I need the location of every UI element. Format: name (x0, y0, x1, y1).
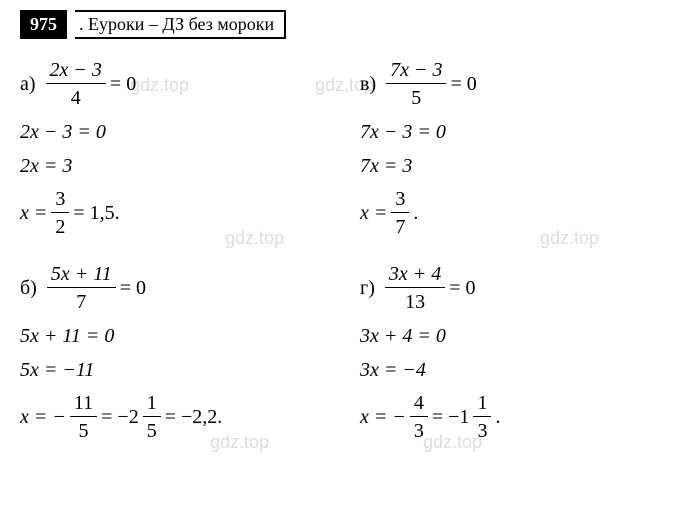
result-mid: = −1 (432, 406, 470, 429)
column-left: а) 2x − 3 4 = 0 2x − 3 = 0 2x = 3 x = 3 … (20, 57, 360, 465)
problem-b-eq1: б) 5x + 11 7 = 0 (20, 261, 360, 316)
numerator: 1 (143, 390, 161, 417)
column-right: в) 7x − 3 5 = 0 7x − 3 = 0 7x = 3 x = 3 … (360, 57, 660, 465)
fraction: 2x − 3 4 (46, 57, 106, 112)
result-suffix: = 1,5. (73, 202, 119, 225)
result-prefix: x = (20, 202, 47, 225)
problem-a-step: 2x − 3 = 0 (20, 118, 360, 146)
problem-g-step: 3x + 4 = 0 (360, 322, 660, 350)
fraction: 3 7 (391, 186, 409, 241)
numerator: 2x − 3 (46, 57, 106, 84)
denominator: 2 (51, 213, 69, 241)
problem-b-step: 5x = −11 (20, 356, 360, 384)
problem-g-result: x = − 4 3 = −1 1 3 . (360, 390, 660, 445)
result-suffix: . (495, 406, 500, 429)
equation-rhs: = 0 (449, 277, 475, 300)
fraction: 11 5 (70, 390, 97, 445)
problem-g-step: 3x = −4 (360, 356, 660, 384)
problem-v: в) 7x − 3 5 = 0 7x − 3 = 0 7x = 3 x = 3 … (360, 57, 660, 241)
problem-a-result: x = 3 2 = 1,5. (20, 186, 360, 241)
header: 975 . Еуроки – ДЗ без мороки (20, 10, 663, 39)
denominator: 3 (473, 417, 491, 445)
problem-a: а) 2x − 3 4 = 0 2x − 3 = 0 2x = 3 x = 3 … (20, 57, 360, 241)
label-g: г) (360, 277, 375, 300)
result-prefix: x = − (20, 406, 66, 429)
fraction: 5x + 11 7 (47, 261, 116, 316)
fraction: 3 2 (51, 186, 69, 241)
problem-g-eq1: г) 3x + 4 13 = 0 (360, 261, 660, 316)
problem-number: 975 (20, 10, 67, 39)
equation-rhs: = 0 (450, 73, 476, 96)
equation-rhs: = 0 (110, 73, 136, 96)
numerator: 4 (410, 390, 428, 417)
denominator: 7 (391, 213, 409, 241)
numerator: 11 (70, 390, 97, 417)
result-suffix: . (413, 202, 418, 225)
problem-a-step: 2x = 3 (20, 152, 360, 180)
denominator: 3 (410, 417, 428, 445)
denominator: 4 (67, 84, 85, 112)
problem-v-step: 7x − 3 = 0 (360, 118, 660, 146)
denominator: 5 (407, 84, 425, 112)
problem-b-step: 5x + 11 = 0 (20, 322, 360, 350)
problem-v-step: 7x = 3 (360, 152, 660, 180)
fraction: 3x + 4 13 (385, 261, 445, 316)
problem-b: б) 5x + 11 7 = 0 5x + 11 = 0 5x = −11 x … (20, 261, 360, 445)
fraction: 7x − 3 5 (386, 57, 446, 112)
result-prefix: x = − (360, 406, 406, 429)
result-prefix: x = (360, 202, 387, 225)
fraction: 1 3 (473, 390, 491, 445)
denominator: 7 (72, 288, 90, 316)
content-columns: а) 2x − 3 4 = 0 2x − 3 = 0 2x = 3 x = 3 … (20, 57, 663, 465)
label-v: в) (360, 73, 376, 96)
numerator: 5x + 11 (47, 261, 116, 288)
header-title: . Еуроки – ДЗ без мороки (75, 10, 286, 39)
numerator: 7x − 3 (386, 57, 446, 84)
result-suffix: = −2,2. (165, 406, 223, 429)
fraction: 1 5 (143, 390, 161, 445)
problem-v-result: x = 3 7 . (360, 186, 660, 241)
denominator: 5 (143, 417, 161, 445)
label-b: б) (20, 277, 37, 300)
numerator: 1 (473, 390, 491, 417)
numerator: 3 (51, 186, 69, 213)
fraction: 4 3 (410, 390, 428, 445)
problem-v-eq1: в) 7x − 3 5 = 0 (360, 57, 660, 112)
equation-rhs: = 0 (120, 277, 146, 300)
denominator: 13 (401, 288, 429, 316)
denominator: 5 (75, 417, 93, 445)
numerator: 3 (391, 186, 409, 213)
result-mid: = −2 (101, 406, 139, 429)
numerator: 3x + 4 (385, 261, 445, 288)
problem-b-result: x = − 11 5 = −2 1 5 = −2,2. (20, 390, 360, 445)
problem-g: г) 3x + 4 13 = 0 3x + 4 = 0 3x = −4 x = … (360, 261, 660, 445)
problem-a-eq1: а) 2x − 3 4 = 0 (20, 57, 360, 112)
label-a: а) (20, 73, 36, 96)
